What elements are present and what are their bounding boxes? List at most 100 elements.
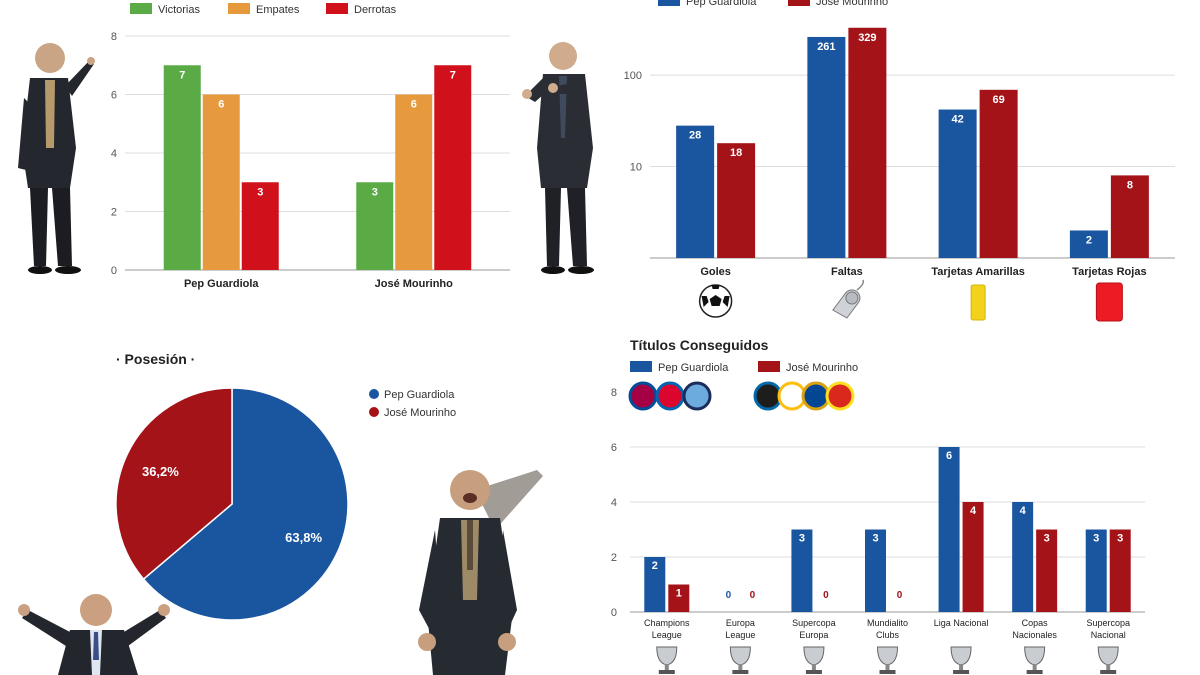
bar-mou (717, 143, 756, 258)
category-label: Liga Nacional (934, 618, 989, 628)
manchester-united-crest-icon (825, 381, 855, 411)
legend-mou-label: José Mourinho (816, 0, 888, 8)
soccer-ball-patch (711, 285, 720, 289)
trophy-cup (876, 646, 899, 666)
bar-mou (962, 502, 984, 612)
europa-trophy-icon (729, 646, 751, 674)
pie-slice-mou (115, 387, 233, 581)
data-label: 329 (858, 32, 876, 44)
data-label: 8 (1127, 179, 1133, 191)
legend-derrotas-swatch (326, 3, 348, 14)
trophy-base (805, 670, 822, 674)
jose-mourinho-photo-gesturing (522, 42, 594, 274)
whistle-ring (845, 291, 859, 305)
soccer-ball-patch (722, 296, 730, 307)
trophy-base (879, 670, 896, 674)
legend-pep-label: Pep Guardiola (658, 362, 729, 374)
manchester-city-crest-icon (682, 381, 712, 411)
legend-mou-label: José Mourinho (384, 407, 456, 419)
legend-mou-swatch (788, 0, 810, 6)
data-label: 1 (676, 588, 682, 600)
trophy-base (732, 670, 749, 674)
pie-title: · Posesión · (116, 351, 195, 367)
trophy-stem (1106, 664, 1111, 670)
data-label: 3 (372, 186, 378, 198)
results-bar-chart: Victorias Empates Derrotas 0 2 4 6 8 7 6 3 Pep Guar… (111, 3, 510, 290)
legend-empates-label: Empates (256, 4, 300, 16)
legend-victorias-swatch (130, 3, 152, 14)
data-label: 7 (450, 69, 456, 81)
supercopa-europa-trophy-icon (803, 646, 825, 674)
pie-slice-label: 36,2% (142, 464, 179, 479)
trophy-cup (656, 646, 678, 666)
y-tick-label: 4 (111, 148, 117, 160)
category-label: Clubs (876, 630, 900, 640)
bar-mou (1109, 529, 1131, 612)
data-label: 3 (799, 533, 805, 545)
category-label: Pep Guardiola (184, 278, 259, 290)
category-label: Mundialito (867, 618, 908, 628)
y-tick-label: 100 (624, 70, 642, 82)
whistle-cord (856, 279, 864, 291)
soccer-ball-icon (698, 284, 733, 318)
data-label: 3 (872, 533, 878, 545)
y-tick-label: 8 (611, 387, 617, 399)
bar-pep (938, 109, 977, 258)
y-tick-label: 2 (611, 552, 617, 564)
titles-bar-chart: Títulos Conseguidos Pep Guardiola José Mou… (611, 337, 1145, 674)
yellow-card-icon (970, 284, 986, 321)
data-label: 3 (1117, 533, 1123, 545)
y-tick-label: 6 (111, 90, 117, 102)
bar-pep (1085, 529, 1107, 612)
soccer-ball-patch (701, 296, 709, 307)
trophy-base (1026, 670, 1043, 674)
category-label: Champions (644, 618, 690, 628)
trophy-base (1100, 670, 1117, 674)
bar-pep (791, 529, 813, 612)
legend-pep-swatch (630, 361, 652, 372)
pie-slice-pep (142, 387, 349, 621)
bar-pep (807, 36, 846, 258)
trophy-stem (885, 664, 890, 670)
category-label: Copas (1022, 618, 1049, 628)
trophy-cup (1097, 646, 1119, 666)
trophy-stem (811, 664, 816, 670)
legend-pep-label: Pep Guardiola (384, 389, 455, 401)
category-label: Goles (700, 266, 731, 278)
trophy-cup (1024, 646, 1046, 666)
category-label: League (652, 630, 682, 640)
bar-mou (848, 27, 887, 259)
inter-crest-icon (753, 381, 783, 411)
data-label: 7 (179, 69, 185, 81)
category-label: Nacional (1091, 630, 1126, 640)
bar-pep (1069, 230, 1108, 258)
trophy-cup (729, 646, 751, 666)
category-label: League (725, 630, 755, 640)
legend-pep-swatch (369, 389, 379, 399)
data-label: 4 (970, 505, 977, 517)
bar-mou (979, 89, 1018, 258)
y-tick-label: 10 (630, 162, 642, 174)
pie-slice-label: 63,8% (285, 530, 322, 545)
data-label: 18 (730, 147, 742, 159)
bar-derrotas (241, 182, 279, 270)
whistle-icon (832, 279, 864, 319)
bar-pep (644, 557, 666, 612)
soccer-ball-patch (709, 295, 722, 306)
data-label: 2 (1086, 234, 1092, 246)
bar-mou (668, 584, 690, 612)
supercopa-nacional-trophy-icon (1097, 646, 1119, 674)
bar-mou (1110, 175, 1149, 258)
data-label: 3 (1093, 533, 1099, 545)
category-label: Nacionales (1012, 630, 1057, 640)
copa-trophy-icon (1024, 646, 1046, 674)
y-tick-label: 6 (611, 442, 617, 454)
category-label: Supercopa (1086, 618, 1130, 628)
bar-victorias (356, 182, 394, 270)
category-label: Tarjetas Amarillas (931, 266, 1025, 278)
real-madrid-crest-icon (777, 381, 807, 411)
legend-mou-swatch (758, 361, 780, 372)
data-label: 28 (689, 130, 701, 142)
titles-chart-title: Títulos Conseguidos (630, 337, 769, 353)
bar-empates (202, 94, 240, 270)
